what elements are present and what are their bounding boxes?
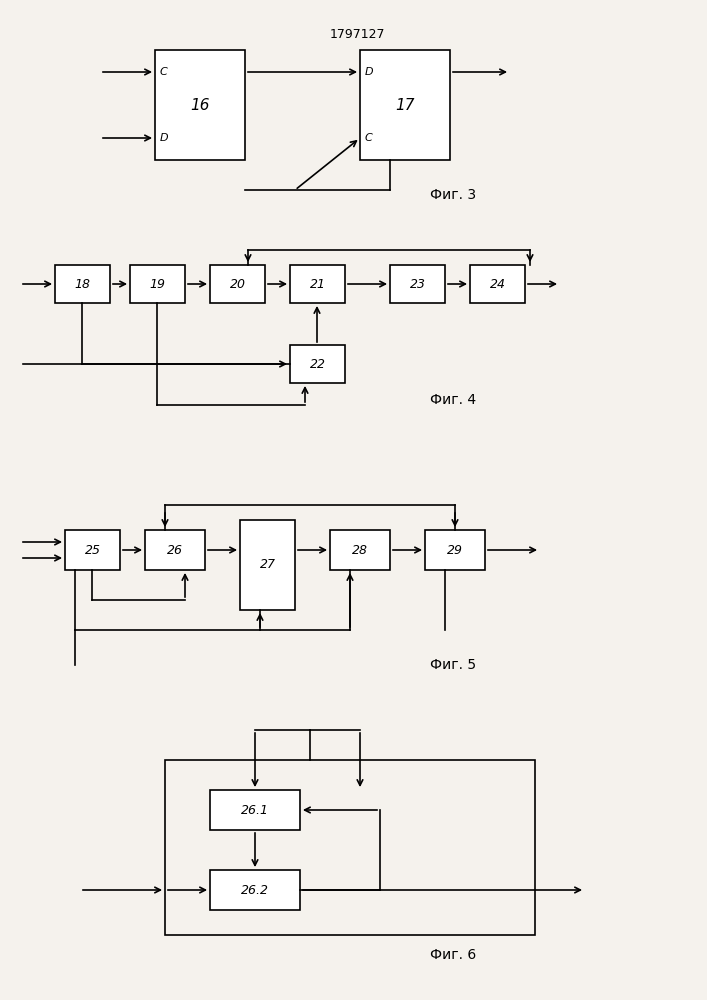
FancyBboxPatch shape: [130, 265, 185, 303]
Text: 16: 16: [190, 98, 210, 112]
Text: 25: 25: [85, 544, 100, 556]
Text: 26.1: 26.1: [241, 804, 269, 816]
FancyBboxPatch shape: [240, 520, 295, 610]
Text: 23: 23: [409, 277, 426, 290]
FancyBboxPatch shape: [470, 265, 525, 303]
FancyBboxPatch shape: [290, 345, 345, 383]
FancyBboxPatch shape: [425, 530, 485, 570]
Text: C: C: [160, 67, 168, 77]
FancyBboxPatch shape: [390, 265, 445, 303]
FancyBboxPatch shape: [145, 530, 205, 570]
Text: 17: 17: [395, 98, 415, 112]
Text: Фиг. 4: Фиг. 4: [430, 393, 476, 407]
FancyBboxPatch shape: [330, 530, 390, 570]
Text: D: D: [160, 133, 169, 143]
Text: 29: 29: [447, 544, 463, 556]
Text: D: D: [365, 67, 373, 77]
FancyBboxPatch shape: [360, 50, 450, 160]
Text: Фиг. 5: Фиг. 5: [430, 658, 476, 672]
FancyBboxPatch shape: [210, 870, 300, 910]
Text: 26: 26: [167, 544, 183, 556]
Text: 27: 27: [259, 558, 276, 572]
Text: Фиг. 6: Фиг. 6: [430, 948, 477, 962]
Text: Фиг. 3: Фиг. 3: [430, 188, 476, 202]
Text: 24: 24: [489, 277, 506, 290]
FancyBboxPatch shape: [210, 265, 265, 303]
Text: 19: 19: [149, 277, 165, 290]
Text: C: C: [365, 133, 373, 143]
FancyBboxPatch shape: [65, 530, 120, 570]
FancyBboxPatch shape: [155, 50, 245, 160]
Text: 1797127: 1797127: [330, 28, 385, 41]
Text: 26.2: 26.2: [241, 884, 269, 896]
FancyBboxPatch shape: [290, 265, 345, 303]
FancyBboxPatch shape: [55, 265, 110, 303]
Text: 20: 20: [230, 277, 245, 290]
Text: 28: 28: [352, 544, 368, 556]
Text: 22: 22: [310, 358, 325, 370]
FancyBboxPatch shape: [210, 790, 300, 830]
Text: 18: 18: [74, 277, 90, 290]
Text: 21: 21: [310, 277, 325, 290]
